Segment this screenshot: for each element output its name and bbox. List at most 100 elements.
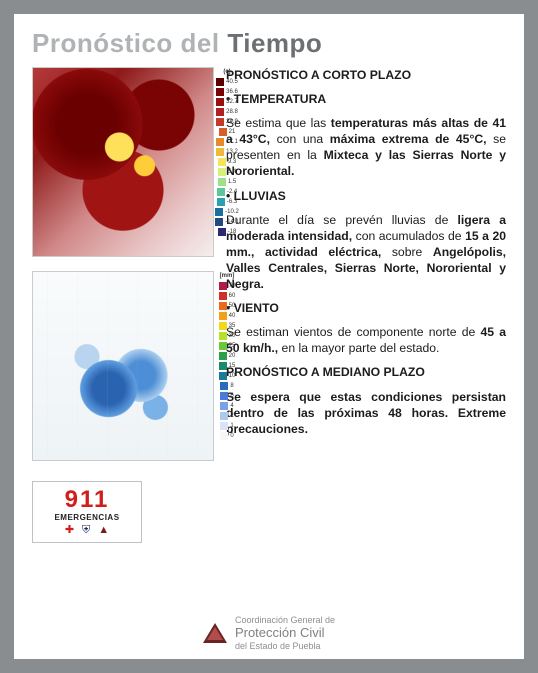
scale-row: -6.3 bbox=[217, 197, 237, 207]
scale-row: 9.3 bbox=[218, 157, 236, 167]
scale-row: -14.1 bbox=[215, 217, 239, 227]
emergency-number: 911 bbox=[65, 488, 110, 512]
scale-row: 36.6 bbox=[216, 87, 238, 97]
scale-swatch bbox=[219, 362, 227, 370]
scale-swatch bbox=[218, 228, 226, 236]
scale-tick-label: 20 bbox=[229, 353, 236, 359]
forecast-card: Pronóstico del Tiempo (c) 40.536.632.728… bbox=[14, 14, 524, 659]
scale-row: 2 bbox=[220, 411, 233, 421]
medium-term-heading: PRONÓSTICO A MEDIANO PLAZO bbox=[226, 364, 506, 380]
scale-swatch bbox=[219, 302, 227, 310]
scale-row: 10 bbox=[219, 371, 236, 381]
scale-tick-label: -6.3 bbox=[227, 199, 237, 205]
scale-row: 25 bbox=[219, 341, 236, 351]
rain-map-box: [mm] 70605040353025201510864210 bbox=[32, 271, 214, 461]
footer-text: Coordinación General de Protección Civil… bbox=[235, 615, 335, 651]
scale-tick-label: 17.1 bbox=[226, 139, 238, 145]
scale-swatch bbox=[220, 382, 228, 390]
scale-swatch bbox=[220, 402, 228, 410]
scale-swatch bbox=[215, 208, 223, 216]
scale-tick-label: 32.7 bbox=[226, 99, 238, 105]
scale-tick-label: 1 bbox=[230, 423, 233, 429]
agency-logo-icon bbox=[203, 623, 227, 643]
scale-tick-label: 36.6 bbox=[226, 89, 238, 95]
scale-tick-label: 24.9 bbox=[226, 119, 238, 125]
scale-row: 70 bbox=[219, 281, 236, 291]
scale-swatch bbox=[219, 292, 227, 300]
scale-swatch bbox=[220, 422, 228, 430]
temperature-map-box: (c) 40.536.632.728.824.92117.113.29.35.4… bbox=[32, 67, 214, 257]
scale-row: 1 bbox=[220, 421, 233, 431]
scale-swatch bbox=[218, 178, 226, 186]
title-light: Pronóstico del bbox=[32, 28, 227, 58]
wind-text-1: Se estiman vientos de componente norte d… bbox=[226, 325, 480, 339]
scale-tick-label: 4 bbox=[230, 403, 233, 409]
scale-swatch bbox=[217, 188, 225, 196]
rain-text-3: sobre bbox=[381, 245, 433, 259]
scale-swatch bbox=[219, 342, 227, 350]
scale-row: 40 bbox=[219, 311, 236, 321]
temp-scale-unit: (c) bbox=[223, 69, 230, 75]
emergency-badge: 911 EMERGENCIAS ✚ ⛨ ▲ bbox=[32, 481, 142, 543]
scale-swatch bbox=[216, 88, 224, 96]
scale-tick-label: -10.2 bbox=[225, 209, 239, 215]
scale-tick-label: 40.5 bbox=[226, 79, 238, 85]
scale-row: -2.4 bbox=[217, 187, 237, 197]
scale-row: 24.9 bbox=[216, 117, 238, 127]
temperature-paragraph: Se estima que las temperaturas más altas… bbox=[226, 115, 506, 179]
temperature-scale: (c) 40.536.632.728.824.92117.113.29.35.4… bbox=[216, 69, 238, 255]
scale-row: -18 bbox=[218, 227, 237, 237]
scale-row: 40.5 bbox=[216, 77, 238, 87]
scale-row: 8 bbox=[220, 381, 233, 391]
scale-row: 0 bbox=[220, 431, 233, 441]
medium-bold: Se espera que estas condiciones persista… bbox=[226, 390, 506, 436]
scale-tick-label: -2.4 bbox=[227, 189, 237, 195]
scale-swatch bbox=[219, 352, 227, 360]
rain-map bbox=[32, 271, 214, 461]
scale-row: 30 bbox=[219, 331, 236, 341]
scale-swatch bbox=[219, 282, 227, 290]
scale-row: 6 bbox=[220, 391, 233, 401]
scale-swatch bbox=[219, 128, 227, 136]
rain-paragraph: Durante el día se prevén lluvias de lige… bbox=[226, 212, 506, 292]
scale-tick-label: 35 bbox=[229, 323, 236, 329]
left-column: (c) 40.536.632.728.824.92117.113.29.35.4… bbox=[32, 67, 214, 543]
footer-line-2: Protección Civil bbox=[235, 626, 335, 641]
scale-tick-label: 28.8 bbox=[226, 109, 238, 115]
scale-tick-label: 9.3 bbox=[228, 159, 236, 165]
wind-paragraph: Se estiman vientos de componente norte d… bbox=[226, 324, 506, 356]
footer: Coordinación General de Protección Civil… bbox=[14, 615, 524, 651]
scale-swatch bbox=[218, 168, 226, 176]
scale-row: 32.7 bbox=[216, 97, 238, 107]
scale-row: 5.4 bbox=[218, 167, 236, 177]
scale-swatch bbox=[219, 372, 227, 380]
scale-tick-label: 70 bbox=[229, 283, 236, 289]
short-term-heading: PRONÓSTICO A CORTO PLAZO bbox=[226, 67, 506, 83]
temp-text-2: con una bbox=[270, 132, 330, 146]
scale-swatch bbox=[216, 78, 224, 86]
scale-swatch bbox=[216, 138, 224, 146]
scale-tick-label: 1.5 bbox=[228, 179, 236, 185]
scale-tick-label: 30 bbox=[229, 333, 236, 339]
scale-tick-label: 15 bbox=[229, 363, 236, 369]
text-column: PRONÓSTICO A CORTO PLAZO • TEMPERATURA S… bbox=[226, 67, 506, 543]
scale-tick-label: 21 bbox=[229, 129, 236, 135]
scale-tick-label: 0 bbox=[230, 433, 233, 439]
scale-row: 4 bbox=[220, 401, 233, 411]
temp-bold-2: máxima extrema de 45°C, bbox=[330, 132, 487, 146]
scale-swatch bbox=[220, 412, 228, 420]
rain-text-2: con acumulados de bbox=[352, 229, 465, 243]
scale-row: 20 bbox=[219, 351, 236, 361]
scale-swatch bbox=[219, 322, 227, 330]
scale-row: 15 bbox=[219, 361, 236, 371]
scale-tick-label: 8 bbox=[230, 383, 233, 389]
temperature-map bbox=[32, 67, 214, 257]
fire-icon: ▲ bbox=[98, 525, 109, 536]
police-icon: ⛨ bbox=[82, 525, 90, 536]
scale-tick-label: 10 bbox=[229, 373, 236, 379]
title-dark: Tiempo bbox=[227, 28, 322, 58]
scale-swatch bbox=[216, 108, 224, 116]
medical-icon: ✚ bbox=[65, 525, 74, 536]
emergency-label: EMERGENCIAS bbox=[54, 513, 119, 522]
scale-swatch bbox=[215, 218, 223, 226]
